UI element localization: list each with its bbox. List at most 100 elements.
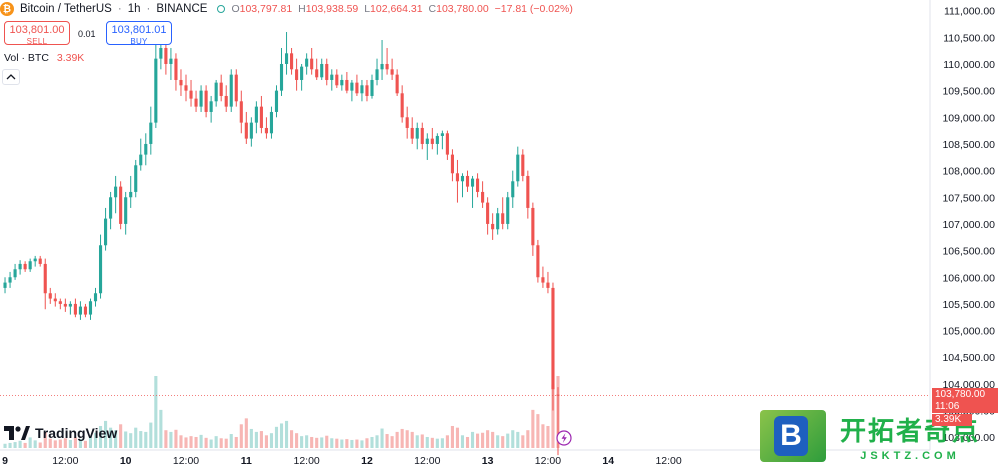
volume-bar [199, 434, 203, 448]
volume-bar [249, 428, 253, 448]
volume-bar [244, 418, 248, 448]
candle-body [269, 111, 274, 134]
volume-bar [476, 433, 480, 448]
y-axis-tick-label: 104,500.00 [942, 352, 995, 364]
ohlc-high: 103,938.59 [305, 3, 359, 15]
x-axis-tick-label: 12:00 [655, 455, 681, 467]
volume-bar [164, 430, 168, 448]
candle-body [73, 303, 77, 315]
y-axis-tick-label: 109,000.00 [942, 112, 995, 124]
candle-body [470, 178, 475, 187]
tradingview-brand: TradingView [35, 425, 118, 441]
candle-body [390, 69, 394, 75]
candle-body [174, 58, 178, 80]
volume-bar [320, 437, 324, 448]
x-axis-tick-label: 14 [602, 455, 614, 467]
candle-body [455, 173, 460, 182]
volume-bar [481, 432, 485, 448]
candle-body [435, 135, 439, 144]
candle-body [531, 207, 535, 246]
volume-bar [184, 437, 188, 448]
sell-button[interactable]: 103,801.00 SELL [4, 21, 70, 46]
candle-body [345, 79, 349, 91]
sell-label: SELL [26, 37, 48, 46]
candle-body [501, 213, 505, 224]
volume-bar [430, 437, 434, 448]
candle-body [209, 101, 213, 112]
candle-body [124, 197, 128, 224]
x-axis-tick-label: 10 [120, 455, 132, 467]
volume-bar [305, 435, 309, 448]
candle-body [18, 263, 22, 270]
candle-body [450, 154, 454, 174]
candle-body [48, 293, 52, 299]
candle-body [28, 261, 32, 270]
volume-bar [139, 431, 143, 448]
volume-bar [400, 428, 404, 448]
x-axis-tick-label: 12:00 [414, 455, 440, 467]
candle-body [144, 143, 148, 155]
candle-body [254, 106, 258, 123]
y-axis-tick-label: 105,500.00 [942, 299, 995, 311]
candle-body [169, 58, 173, 64]
candle-body [430, 138, 434, 144]
volume-bar [259, 431, 263, 448]
volume-bar [315, 437, 319, 448]
ohlc-values: O103,797.81 H103,938.59 L102,664.31 C103… [231, 3, 575, 15]
volume-bar [109, 427, 113, 448]
candle-body [33, 258, 37, 262]
volume-bar [455, 427, 460, 448]
volume-bar [546, 425, 550, 448]
volume-bar [345, 439, 349, 448]
candle-body [98, 245, 103, 294]
y-axis-tick-labels: 103,000.00103,500.00104,000.00104,500.00… [942, 6, 995, 445]
candle-body [199, 90, 203, 107]
candles [3, 26, 560, 456]
interval-label[interactable]: 1h [127, 3, 141, 15]
volume-bar [124, 431, 128, 448]
volume-bar [3, 443, 7, 448]
ohlc-open: 103,797.81 [239, 3, 293, 15]
candle-body [83, 306, 88, 315]
candle-body [63, 303, 67, 307]
candle-body [78, 306, 82, 315]
y-axis-tick-label: 107,500.00 [942, 192, 995, 204]
volume-bar [114, 430, 118, 448]
candle-body [355, 82, 359, 94]
volume-bar [154, 376, 158, 448]
buy-button[interactable]: 103,801.01 BUY [106, 21, 172, 46]
volume-bar [174, 429, 178, 448]
volume-bar [269, 433, 274, 448]
candle-body [290, 53, 294, 70]
volume-bar [551, 384, 555, 448]
candle-body [13, 269, 17, 278]
volume-bar [254, 431, 258, 448]
volume-bar [28, 437, 32, 448]
candle-body [184, 85, 188, 91]
volume-bar [129, 433, 133, 448]
candle-body [274, 90, 279, 112]
volume-bar [370, 436, 374, 448]
ohlc-open-label: O [231, 3, 240, 15]
market-status-icon[interactable] [217, 5, 226, 13]
candle-body [23, 263, 27, 270]
candle-body [134, 165, 138, 192]
chevron-up-icon[interactable] [2, 69, 20, 85]
volume-legend[interactable]: Vol · BTC 3.39K [4, 52, 84, 64]
tradingview-logo[interactable]: TradingView [4, 425, 117, 441]
volume-bar [98, 425, 103, 448]
volume-bar [531, 409, 535, 448]
candle-body [330, 74, 334, 80]
volume-bar [68, 439, 72, 448]
volume-bar [310, 436, 314, 448]
watermark-badge-letter: B [774, 416, 808, 456]
x-axis-tick-label: 12:00 [535, 455, 561, 467]
symbol-name[interactable]: Bitcoin / TetherUS [20, 3, 112, 15]
ohlc-close: 103,780.00 [436, 3, 489, 15]
bolt-icon[interactable] [556, 430, 572, 446]
x-axis-tick-label: 12:00 [294, 455, 320, 467]
volume-bar [440, 438, 444, 448]
ohlc-high-label: H [298, 3, 306, 15]
candle-body [486, 202, 490, 224]
